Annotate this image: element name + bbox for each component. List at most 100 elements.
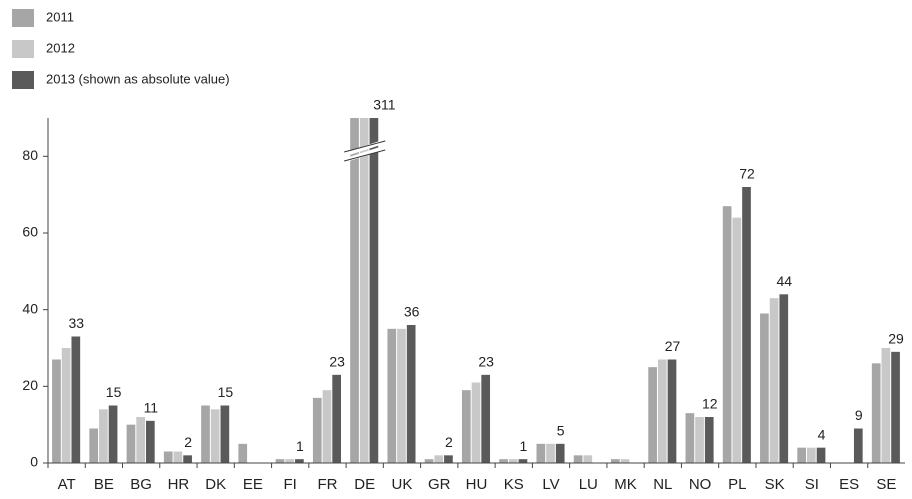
x-tick-label: DK bbox=[205, 476, 226, 493]
bar bbox=[126, 424, 136, 463]
legend-swatch bbox=[12, 71, 34, 89]
bar bbox=[108, 405, 118, 463]
x-tick-label: DE bbox=[354, 476, 375, 493]
bar bbox=[52, 359, 61, 463]
x-tick-label: ES bbox=[839, 476, 859, 493]
legend-label: 2013 (shown as absolute value) bbox=[46, 71, 230, 86]
bar bbox=[779, 294, 789, 463]
x-tick-label: SE bbox=[876, 476, 896, 493]
data-label: 311 bbox=[373, 97, 396, 113]
axis-break bbox=[345, 140, 384, 162]
bar bbox=[312, 397, 322, 463]
data-label: 36 bbox=[404, 304, 420, 320]
bar bbox=[406, 325, 416, 463]
x-tick-label: NL bbox=[653, 476, 672, 493]
data-label: 27 bbox=[665, 338, 681, 354]
bar bbox=[546, 443, 555, 463]
legend-swatch bbox=[12, 9, 34, 27]
legend-swatch bbox=[12, 40, 34, 58]
bar bbox=[685, 413, 695, 463]
x-tick-label: SK bbox=[765, 476, 785, 493]
bar bbox=[508, 459, 518, 463]
bar bbox=[434, 455, 444, 463]
bar bbox=[201, 405, 210, 463]
bar bbox=[481, 374, 491, 463]
data-label: 23 bbox=[478, 354, 494, 370]
bar bbox=[369, 118, 379, 463]
legend-label: 2012 bbox=[46, 40, 75, 55]
bar bbox=[499, 459, 508, 463]
x-tick-label: EE bbox=[243, 476, 263, 493]
bar bbox=[387, 328, 397, 463]
y-tick-label: 80 bbox=[22, 147, 38, 163]
data-label: 44 bbox=[776, 273, 792, 289]
bar bbox=[210, 409, 220, 463]
bar bbox=[807, 447, 816, 463]
x-tick-label: LV bbox=[542, 476, 559, 493]
bar bbox=[238, 443, 248, 463]
bar bbox=[220, 405, 230, 463]
data-label: 5 bbox=[557, 423, 565, 439]
bar bbox=[536, 443, 546, 463]
x-tick-label: NO bbox=[689, 476, 712, 493]
bar bbox=[881, 348, 891, 463]
bar bbox=[891, 351, 900, 463]
y-tick-label: 60 bbox=[22, 224, 38, 240]
bar bbox=[71, 336, 81, 463]
x-tick-label: BE bbox=[94, 476, 114, 493]
bar bbox=[275, 459, 285, 463]
data-label: 23 bbox=[329, 354, 345, 370]
bar bbox=[61, 348, 71, 463]
bar bbox=[657, 359, 667, 463]
bar bbox=[518, 459, 528, 463]
bar bbox=[163, 451, 173, 463]
x-tick-label: MK bbox=[614, 476, 637, 493]
bar bbox=[816, 447, 826, 463]
legend-label: 2011 bbox=[46, 9, 74, 24]
bar bbox=[397, 328, 406, 463]
bar bbox=[173, 451, 183, 463]
x-tick-label: SI bbox=[805, 476, 819, 493]
data-label: 2 bbox=[184, 434, 192, 450]
bar bbox=[797, 447, 807, 463]
bar bbox=[322, 390, 332, 463]
bar bbox=[871, 363, 881, 463]
data-label: 29 bbox=[888, 331, 904, 347]
x-tick-label: LU bbox=[579, 476, 598, 493]
x-tick-label: PL bbox=[728, 476, 746, 493]
bar bbox=[620, 459, 630, 463]
bar bbox=[444, 455, 453, 463]
data-label: 11 bbox=[144, 400, 159, 416]
bar bbox=[667, 359, 677, 463]
bar bbox=[742, 187, 751, 463]
bar bbox=[350, 118, 359, 463]
data-label: 1 bbox=[296, 438, 304, 454]
bar bbox=[359, 118, 369, 463]
bar bbox=[89, 428, 99, 463]
bar bbox=[183, 455, 192, 463]
bar bbox=[555, 443, 565, 463]
axis-break bbox=[344, 140, 386, 162]
bar bbox=[471, 382, 481, 463]
bar bbox=[424, 459, 434, 463]
x-tick-label: AT bbox=[58, 476, 76, 493]
data-label: 4 bbox=[818, 426, 826, 442]
y-tick-label: 40 bbox=[22, 300, 38, 316]
bar bbox=[583, 455, 593, 463]
bar bbox=[99, 409, 108, 463]
bar bbox=[285, 459, 295, 463]
bar bbox=[760, 313, 769, 463]
bar bbox=[295, 459, 304, 463]
bar bbox=[461, 390, 471, 463]
bar bbox=[722, 206, 732, 463]
data-label: 9 bbox=[855, 407, 863, 423]
bar bbox=[695, 417, 704, 463]
y-tick-label: 0 bbox=[30, 454, 38, 470]
plot-area bbox=[52, 118, 900, 463]
data-label: 1 bbox=[520, 438, 528, 454]
bar bbox=[332, 374, 341, 463]
y-tick-label: 20 bbox=[22, 377, 38, 393]
bar bbox=[145, 420, 155, 463]
data-label: 2 bbox=[445, 434, 453, 450]
